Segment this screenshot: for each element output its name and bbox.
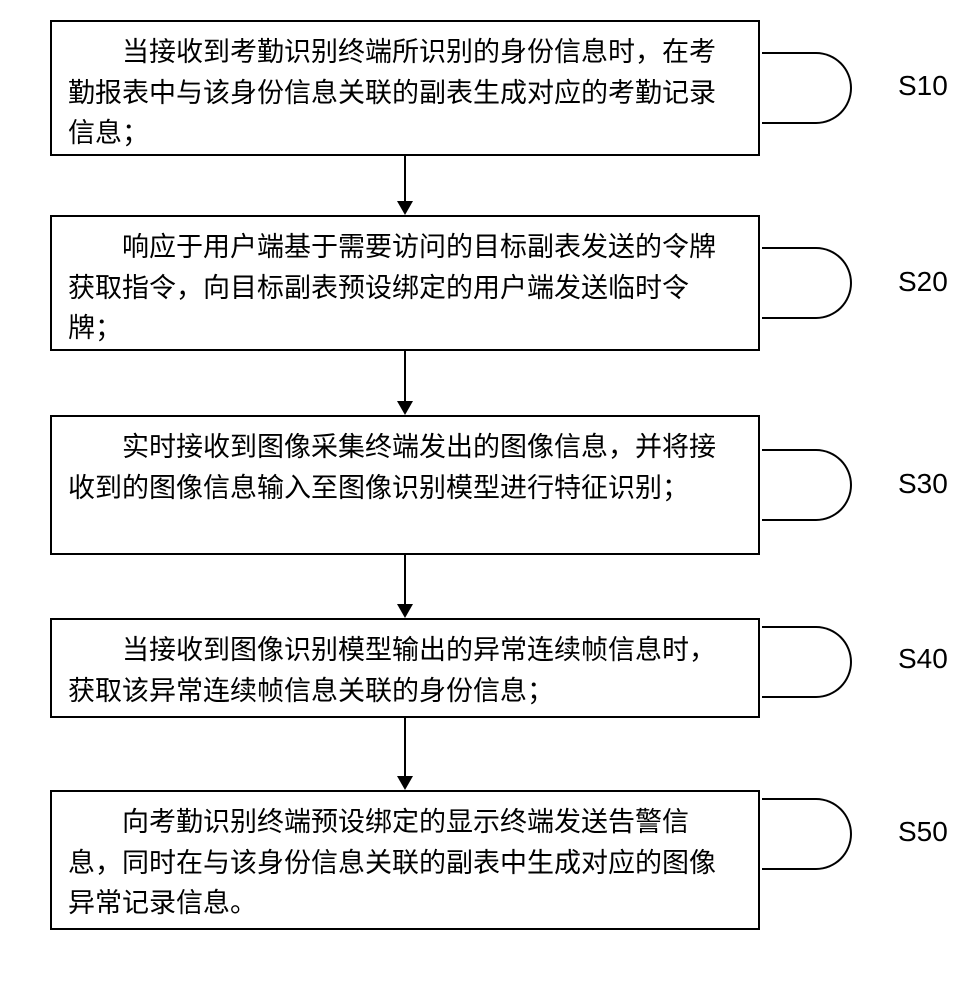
connector-line [404,555,406,604]
step-label-s40: S40 [898,643,948,675]
connector-line [404,718,406,776]
label-connector-bottom-s40 [762,662,852,698]
connector-line [404,351,406,401]
label-connector-bottom-s20 [762,283,852,319]
arrowhead-icon [397,401,413,415]
arrowhead-icon [397,776,413,790]
step-label-s10: S10 [898,70,948,102]
label-connector-bottom-s10 [762,88,852,124]
label-connector-bottom-s50 [762,834,852,870]
step-label-s30: S30 [898,468,948,500]
step-text: 当接收到考勤识别终端所识别的身份信息时，在考勤报表中与该身份信息关联的副表生成对… [68,37,716,148]
step-box-s30: 实时接收到图像采集终端发出的图像信息，并将接收到的图像信息输入至图像识别模型进行… [50,415,760,555]
step-box-s40: 当接收到图像识别模型输出的异常连续帧信息时，获取该异常连续帧信息关联的身份信息； [50,618,760,718]
label-connector-s40 [762,626,852,662]
arrowhead-icon [397,604,413,618]
step-text: 实时接收到图像采集终端发出的图像信息，并将接收到的图像信息输入至图像识别模型进行… [68,432,716,503]
step-text: 向考勤识别终端预设绑定的显示终端发送告警信息，同时在与该身份信息关联的副表中生成… [68,807,716,918]
step-box-s20: 响应于用户端基于需要访问的目标副表发送的令牌获取指令，向目标副表预设绑定的用户端… [50,215,760,351]
flowchart-container: 当接收到考勤识别终端所识别的身份信息时，在考勤报表中与该身份信息关联的副表生成对… [0,0,970,1000]
label-connector-s30 [762,449,852,485]
step-text: 响应于用户端基于需要访问的目标副表发送的令牌获取指令，向目标副表预设绑定的用户端… [68,232,716,343]
step-text: 当接收到图像识别模型输出的异常连续帧信息时，获取该异常连续帧信息关联的身份信息； [68,635,716,706]
step-label-s50: S50 [898,816,948,848]
label-connector-s20 [762,247,852,283]
connector-line [404,156,406,201]
arrowhead-icon [397,201,413,215]
label-connector-bottom-s30 [762,485,852,521]
label-connector-s50 [762,798,852,834]
step-box-s10: 当接收到考勤识别终端所识别的身份信息时，在考勤报表中与该身份信息关联的副表生成对… [50,20,760,156]
step-box-s50: 向考勤识别终端预设绑定的显示终端发送告警信息，同时在与该身份信息关联的副表中生成… [50,790,760,930]
step-label-s20: S20 [898,266,948,298]
label-connector-s10 [762,52,852,88]
